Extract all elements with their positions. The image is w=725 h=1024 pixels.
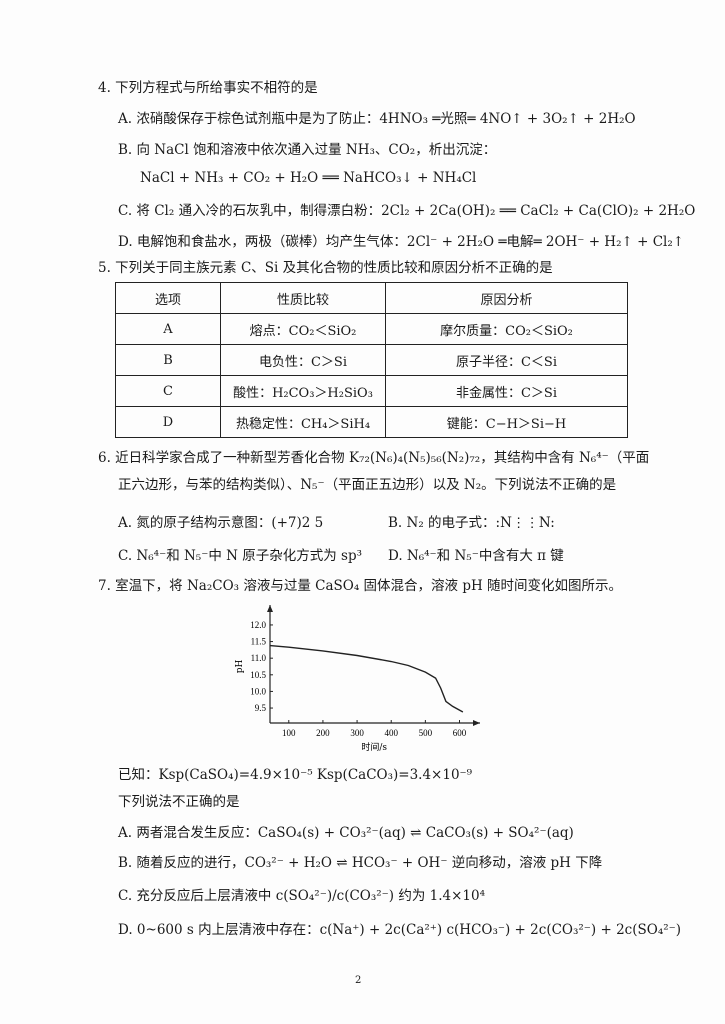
y-tick-label: 9.5 (255, 703, 267, 713)
cell: 电负性：C＞Si (220, 344, 386, 376)
header-cell: 性质比较 (220, 282, 386, 314)
q4-option-c: C. 将 Cl₂ 通入冷的石灰乳中，制得漂白粉：2Cl₂ + 2Ca(OH)₂ … (118, 203, 696, 219)
q7-stem: 7. 室温下，将 Na₂CO₃ 溶液与过量 CaSO₄ 固体混合，溶液 pH 随… (98, 578, 623, 594)
x-tick-label: 100 (282, 728, 296, 738)
y-tick-label: 11.0 (251, 653, 267, 663)
q4-option-b: B. 向 NaCl 饱和溶液中依次通入过量 NH₃、CO₂，析出沉淀： (118, 142, 497, 158)
q7-ask: 下列说法不正确的是 (118, 794, 240, 810)
y-axis-arrow (267, 605, 273, 612)
q4-equation-b: NaCl + NH₃ + CO₂ + H₂O ══ NaHCO₃↓ + NH₄C… (140, 170, 477, 186)
cell: 键能：C−H＞Si−H (385, 406, 628, 438)
x-tick-label: 400 (384, 728, 398, 738)
page-number: 2 (355, 975, 362, 986)
y-tick-label: 12.0 (250, 620, 266, 630)
q6-stem-line2: 正六边形，与苯的结构类似）、N₅⁻（平面正五边形）以及 N₂。下列说法不正确的是 (118, 477, 617, 493)
x-tick-label: 500 (419, 728, 433, 738)
x-tick-label: 600 (453, 728, 467, 738)
x-tick-label: 200 (316, 728, 330, 738)
table-header-row: 选项 性质比较 原因分析 (115, 282, 628, 314)
table-row: C 酸性：H₂CO₃＞H₂SiO₃ 非金属性：C＞Si (115, 375, 628, 407)
cell: A (115, 313, 221, 345)
cell: 热稳定性：CH₄＞SiH₄ (220, 406, 386, 438)
y-axis-label: pH (235, 660, 245, 674)
q4-stem: 4. 下列方程式与所给事实不相符的是 (98, 80, 318, 96)
cell: D (115, 406, 221, 438)
q6-stem-line1: 6. 近日科学家合成了一种新型芳香化合物 K₇₂(N₆)₄(N₅)₅₆(N₂)₇… (98, 450, 650, 466)
q6-option-d: D. N₆⁴⁻和 N₅⁻中含有大 π 键 (388, 548, 564, 564)
cell: 酸性：H₂CO₃＞H₂SiO₃ (220, 375, 386, 407)
q6-option-c: C. N₆⁴⁻和 N₅⁻中 N 原子杂化方式为 sp³ (118, 548, 363, 564)
cell: B (115, 344, 221, 376)
q6-option-a: A. 氮的原子结构示意图：(+7)2 5 (118, 515, 324, 531)
cell: 非金属性：C＞Si (385, 375, 628, 407)
cell: 摩尔质量：CO₂＜SiO₂ (385, 313, 628, 345)
y-tick-label: 10.5 (250, 670, 266, 680)
q4-option-a: A. 浓硝酸保存于棕色试剂瓶中是为了防止：4HNO₃ ═光照═ 4NO↑ + 3… (118, 111, 636, 127)
q7-option-a: A. 两者混合发生反应：CaSO₄(s) + CO₃²⁻(aq) ⇌ CaCO₃… (118, 825, 574, 841)
header-cell: 原因分析 (385, 282, 628, 314)
x-axis-label: 时间/s (361, 741, 387, 753)
q6-option-b: B. N₂ 的电子式：:N⋮⋮N: (388, 515, 555, 531)
x-axis-arrow (473, 720, 480, 726)
y-tick-label: 11.5 (251, 637, 267, 647)
q7-known: 已知：Ksp(CaSO₄)=4.9×10⁻⁵ Ksp(CaCO₃)=3.4×10… (118, 767, 473, 783)
table-row: A 熔点：CO₂＜SiO₂ 摩尔质量：CO₂＜SiO₂ (115, 313, 628, 345)
q7-option-b: B. 随着反应的进行，CO₃²⁻ + H₂O ⇌ HCO₃⁻ + OH⁻ 逆向移… (118, 855, 603, 871)
header-cell: 选项 (115, 282, 221, 314)
cell: 熔点：CO₂＜SiO₂ (220, 313, 386, 345)
ph-curve (269, 644, 464, 713)
ph-time-chart: 100 200 300 400 500 600 9.5 10.0 10.5 11.0 11.5 12.… (235, 605, 480, 753)
q4-option-d: D. 电解饱和食盐水，两极（碳棒）均产生气体：2Cl⁻ + 2H₂O ═电解═ … (118, 234, 685, 250)
cell: C (115, 375, 221, 407)
table-row: B 电负性：C＞Si 原子半径：C＜Si (115, 344, 628, 376)
x-tick-label: 300 (350, 728, 364, 738)
q5-stem: 5. 下列关于同主族元素 C、Si 及其化合物的性质比较和原因分析不正确的是 (98, 260, 553, 276)
q5-table: 选项 性质比较 原因分析 A 熔点：CO₂＜SiO₂ 摩尔质量：CO₂＜SiO₂ B… (115, 282, 628, 438)
y-tick-label: 10.0 (250, 686, 266, 696)
q7-option-c: C. 充分反应后上层清液中 c(SO₄²⁻)/c(CO₃²⁻) 约为 1.4×1… (118, 888, 486, 904)
cell: 原子半径：C＜Si (385, 344, 628, 376)
q7-option-d: D. 0~600 s 内上层清液中存在：c(Na⁺) + 2c(Ca²⁺) c(… (118, 922, 682, 938)
table-row: D 热稳定性：CH₄＞SiH₄ 键能：C−H＞Si−H (115, 406, 628, 438)
